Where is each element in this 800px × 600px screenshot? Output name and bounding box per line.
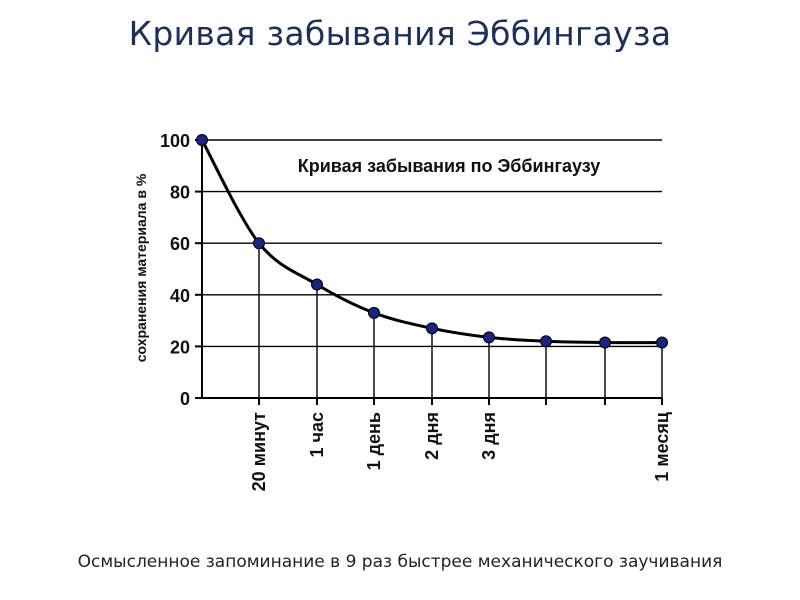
page-caption: Осмысленное запоминание в 9 раз быстрее … <box>77 552 723 572</box>
data-point <box>656 336 668 349</box>
x-tick-label: 2 дня <box>422 412 442 460</box>
y-tick-labels: 0 20 40 60 80 100 <box>160 131 190 409</box>
data-point <box>253 237 265 250</box>
x-tick-label: 1 месяц <box>652 412 672 482</box>
grid-lines <box>202 139 662 348</box>
data-point <box>540 335 552 348</box>
y-tick-label: 80 <box>170 183 190 203</box>
y-axis-label: сохранения материала в % <box>133 173 149 362</box>
page-title: Кривая забывания Эббингауза <box>128 14 672 53</box>
data-point <box>311 278 323 291</box>
data-point <box>483 331 495 344</box>
y-tick-label: 20 <box>170 337 190 357</box>
x-tick-labels: 20 минут 1 час 1 день 2 дня 3 дня 1 месяц <box>249 412 672 492</box>
data-points <box>196 134 668 349</box>
y-tick-label: 100 <box>160 131 190 151</box>
chart-title: Кривая забывания по Эббингаузу <box>298 156 601 176</box>
data-point <box>599 336 611 349</box>
x-tick-label: 20 минут <box>249 412 269 492</box>
drop-lines <box>258 243 663 398</box>
x-tick-label: 3 дня <box>479 412 499 460</box>
data-point <box>426 322 438 335</box>
y-tick-label: 40 <box>170 286 190 306</box>
forgetting-curve-chart: Кривая забывания по Эббингаузу 0 20 40 60 80… <box>133 131 672 492</box>
data-point <box>196 134 208 146</box>
data-point <box>368 306 380 319</box>
x-tick-label: 1 день <box>364 412 384 470</box>
y-tick-label: 0 <box>180 389 190 409</box>
y-tick-label: 60 <box>170 234 190 254</box>
x-tick-label: 1 час <box>307 412 327 457</box>
chart-title-bg <box>244 148 652 182</box>
